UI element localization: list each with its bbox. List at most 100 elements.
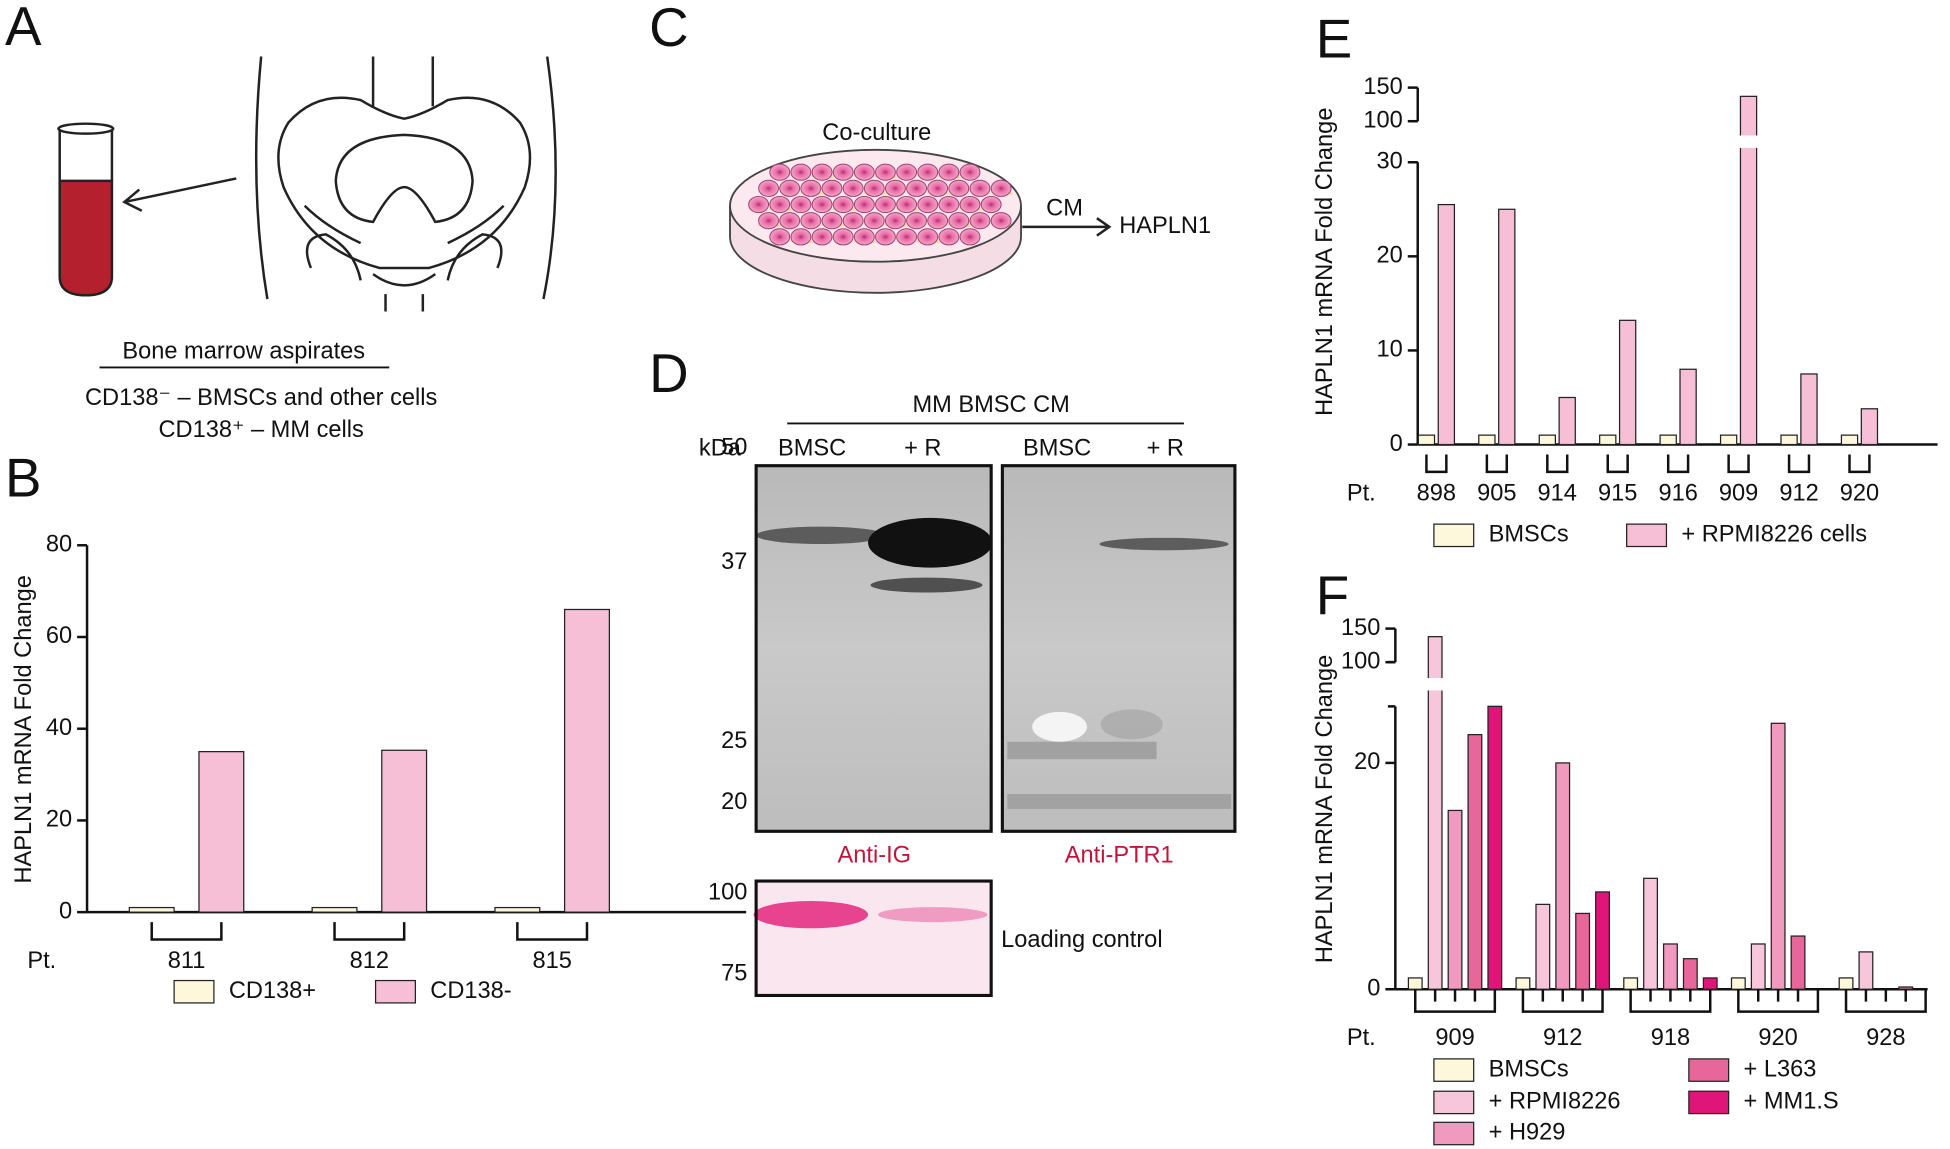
lane-label: + R [904,436,941,462]
y-tick-label: 100 [1341,648,1380,674]
cell [875,228,896,246]
bar [1595,891,1610,990]
marker-label: 75 [721,961,747,987]
bar [1623,977,1639,990]
bar [1618,319,1637,446]
test-tube [57,122,115,297]
x-tick-label: 811 [168,948,206,974]
cell [896,195,918,214]
blot-header: MM BMSC CM [912,392,1069,418]
marker-label: 100 [708,880,747,906]
x-tick-label: 915 [1598,481,1637,507]
x-tick-label: 898 [1417,481,1456,507]
cell [927,212,949,230]
cell [842,179,864,197]
x-tick-label: 815 [532,948,571,974]
bar [1487,705,1503,990]
bar [1679,368,1697,446]
cell [980,195,1002,214]
bar [1575,912,1591,990]
legend-label: CD138- [430,978,511,1004]
bar [1750,943,1766,990]
bar [1515,977,1531,990]
legend-label: + RPMI8226 cells [1681,522,1867,548]
bar [1838,977,1854,990]
bar [1498,208,1516,446]
bar [1538,434,1557,446]
legend-label: + RPMI8226 [1489,1089,1621,1115]
group-bracket [1844,989,1927,1013]
bar [311,906,358,913]
group-bracket [1848,454,1871,474]
panel-a-title: Bone marrow aspirates [122,339,365,365]
lane-label: BMSC [1023,436,1091,462]
cell [769,228,791,246]
product-label: HAPLN1 [1119,213,1211,239]
y-tick-label: 80 [46,532,72,558]
legend-swatch [1433,523,1475,548]
group-bracket [1737,989,1820,1013]
y-axis-label: HAPLN1 mRNA Fold Change [11,575,37,883]
y-tick-label: 0 [1367,975,1380,1001]
x-tick-label: 909 [1719,481,1758,507]
pelvis [254,56,557,312]
x-tick-label: 912 [1543,1025,1582,1051]
marker-label: 20 [721,789,747,815]
cell [959,163,981,181]
cell [969,212,991,230]
bar [1702,977,1718,990]
cell [790,228,812,246]
y-tick-label: 150 [1363,74,1402,100]
cell [959,228,981,246]
panel-letter: A [5,0,42,57]
cell [800,212,822,230]
group-bracket [1787,454,1811,474]
x-tick-label: 812 [350,948,389,974]
legend-label: CD138+ [229,978,316,1004]
cell [758,179,780,197]
panel-letter: F [1316,564,1349,626]
cell [832,163,854,181]
bar [128,906,175,913]
axis-break [1387,660,1396,708]
y-tick-label: 30 [1377,148,1403,174]
legend-swatch [1433,1090,1475,1115]
legend-swatch [1688,1058,1730,1082]
bar [1467,733,1483,990]
y-tick-label: 150 [1341,615,1380,641]
bar [1739,95,1758,446]
marker-label: 37 [721,549,747,575]
legend-swatch [1433,1058,1475,1082]
y-tick-label: 0 [1390,431,1403,457]
cell [884,179,906,197]
cell [948,179,970,197]
blot-label: Anti-PTR1 [1065,842,1174,868]
cell [875,195,896,214]
y-tick-label: 60 [46,623,72,649]
x-tick-label: 920 [1758,1025,1797,1051]
bar [1535,903,1551,990]
bar [563,608,610,913]
bar [1662,943,1678,990]
y-tick-label: 10 [1377,337,1403,363]
bar [1858,951,1874,990]
group-bracket [1425,454,1448,474]
panel-a-line: CD138⁺ – MM cells [158,417,363,443]
panel-letter: E [1316,7,1353,69]
group-bracket [1727,454,1750,474]
bar [1417,434,1436,446]
blot-anti-ig [754,464,993,833]
bar [1478,434,1496,446]
bar [1437,203,1456,446]
cell [832,195,854,214]
y-tick-label: 20 [46,807,72,833]
cell [853,195,875,214]
cell [821,212,843,230]
cell [800,179,822,197]
cell [948,212,970,230]
bar [1860,408,1879,446]
legend-label: + MM1.S [1744,1089,1839,1115]
marker-label: 25 [721,728,747,754]
cell [917,195,939,214]
